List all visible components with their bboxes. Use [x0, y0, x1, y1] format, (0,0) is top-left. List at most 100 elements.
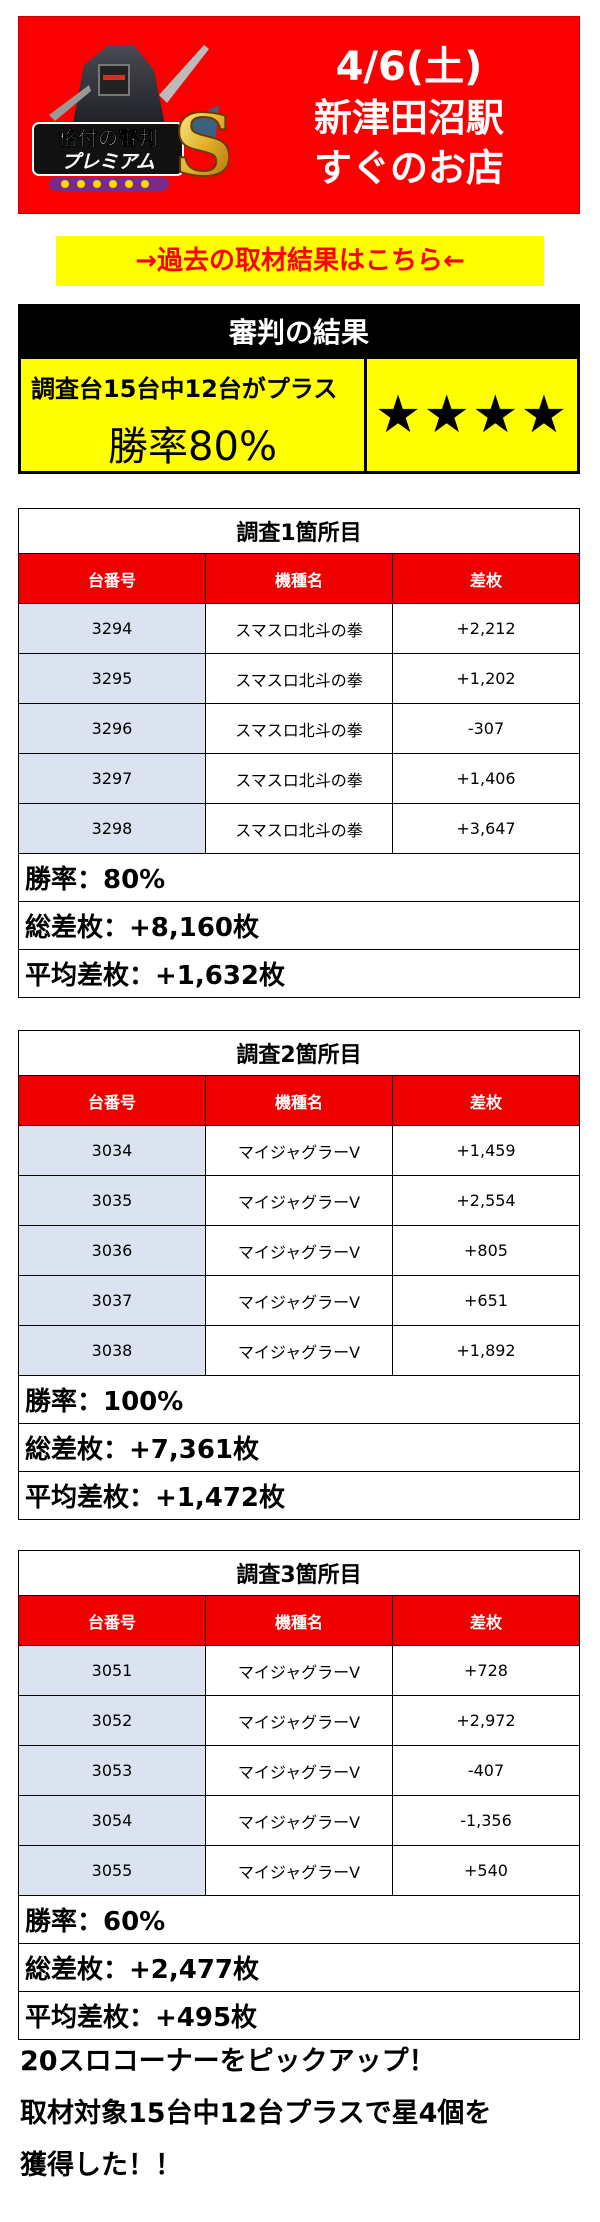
model-name: マイジャグラーV	[205, 1275, 393, 1326]
machine-number: 3294	[18, 603, 206, 654]
average-difference: 平均差枚：+495枚	[18, 1991, 580, 2040]
past-results-link[interactable]: →過去の取材結果はこちら←	[56, 236, 544, 286]
machine-number: 3052	[18, 1695, 206, 1746]
station-name: 新津田沼駅	[313, 96, 504, 140]
table-row: 3036 マイジャグラーV +805	[18, 1225, 580, 1276]
model-name: マイジャグラーV	[205, 1175, 393, 1226]
win-rate: 勝率：100%	[18, 1375, 580, 1424]
machine-number: 3034	[18, 1125, 206, 1176]
model-name: スマスロ北斗の拳	[205, 603, 393, 654]
table-row: 3298 スマスロ北斗の拳 +3,647	[18, 803, 580, 854]
table-row: 3035 マイジャグラーV +2,554	[18, 1175, 580, 1226]
col-machine-number: 台番号	[18, 553, 206, 604]
col-difference: 差枚	[392, 553, 580, 604]
event-date: 4/6(土)	[335, 44, 483, 90]
header-banner: 格付の審判 プレミアム S 4/6(土) 新津田沼駅 すぐのお店	[18, 16, 580, 214]
machine-number: 3297	[18, 753, 206, 804]
col-model-name: 機種名	[205, 1595, 393, 1646]
survey-3: 調査3箇所目 台番号 機種名 差枚 3051 マイジャグラーV +728 305…	[18, 1550, 580, 2040]
difference: +1,202	[392, 653, 580, 704]
difference: -1,356	[392, 1795, 580, 1846]
machine-number: 3053	[18, 1745, 206, 1796]
table-row: 3037 マイジャグラーV +651	[18, 1275, 580, 1326]
table-row: 3297 スマスロ北斗の拳 +1,406	[18, 753, 580, 804]
judgment-result-box: 審判の結果 調査台15台中12台がプラス 勝率80% ★★★★	[18, 304, 580, 474]
model-name: マイジャグラーV	[205, 1325, 393, 1376]
difference: +3,647	[392, 803, 580, 854]
difference: -307	[392, 703, 580, 754]
difference: +2,554	[392, 1175, 580, 1226]
average-difference: 平均差枚：+1,632枚	[18, 949, 580, 998]
model-name: マイジャグラーV	[205, 1645, 393, 1696]
judgment-summary: 調査台15台中12台がプラス 勝率80%	[21, 359, 367, 471]
survey-title: 調査3箇所目	[18, 1550, 580, 1596]
machine-number: 3035	[18, 1175, 206, 1226]
comment-line: 取材対象15台中12台プラスで星4個を	[20, 2098, 492, 2129]
star-rating: ★★★★	[374, 385, 570, 445]
difference: +1,459	[392, 1125, 580, 1176]
total-difference: 総差枚：+8,160枚	[18, 901, 580, 950]
survey-title: 調査1箇所目	[18, 508, 580, 554]
machine-number: 3296	[18, 703, 206, 754]
difference: +728	[392, 1645, 580, 1696]
total-difference: 総差枚：+2,477枚	[18, 1943, 580, 1992]
table-row: 3295 スマスロ北斗の拳 +1,202	[18, 653, 580, 704]
summary-comment: 20スロコーナーをピックアップ！ 取材対象15台中12台プラスで星4個を 獲得し…	[20, 2036, 580, 2192]
model-name: マイジャグラーV	[205, 1225, 393, 1276]
program-logo: 格付の審判 プレミアム S	[32, 45, 229, 196]
table-row: 3034 マイジャグラーV +1,459	[18, 1125, 580, 1176]
table-row: 3052 マイジャグラーV +2,972	[18, 1695, 580, 1746]
table-row: 3294 スマスロ北斗の拳 +2,212	[18, 603, 580, 654]
table-row: 3053 マイジャグラーV -407	[18, 1745, 580, 1796]
machine-number: 3054	[18, 1795, 206, 1846]
svg-text:格付の審判: 格付の審判	[58, 126, 158, 150]
total-difference: 総差枚：+7,361枚	[18, 1423, 580, 1472]
svg-text:プレミアム: プレミアム	[61, 151, 155, 173]
model-name: マイジャグラーV	[205, 1125, 393, 1176]
comment-line: 獲得した！！	[20, 2150, 182, 2181]
survey-table: 調査2箇所目 台番号 機種名 差枚 3034 マイジャグラーV +1,459 3…	[18, 1030, 580, 1520]
difference: +2,972	[392, 1695, 580, 1746]
judgment-subtitle: 調査台15台中12台がプラス	[31, 375, 338, 403]
survey-title: 調査2箇所目	[18, 1030, 580, 1076]
model-name: マイジャグラーV	[205, 1845, 393, 1896]
table-row: 3296 スマスロ北斗の拳 -307	[18, 703, 580, 754]
difference: +2,212	[392, 603, 580, 654]
survey-1: 調査1箇所目 台番号 機種名 差枚 3294 スマスロ北斗の拳 +2,212 3…	[18, 508, 580, 998]
machine-number: 3051	[18, 1645, 206, 1696]
svg-text:S: S	[174, 96, 229, 195]
difference: +1,406	[392, 753, 580, 804]
model-name: スマスロ北斗の拳	[205, 703, 393, 754]
difference: +651	[392, 1275, 580, 1326]
col-machine-number: 台番号	[18, 1075, 206, 1126]
col-difference: 差枚	[392, 1595, 580, 1646]
machine-number: 3298	[18, 803, 206, 854]
col-model-name: 機種名	[205, 1075, 393, 1126]
table-row: 3051 マイジャグラーV +728	[18, 1645, 580, 1696]
win-rate: 勝率：80%	[18, 853, 580, 902]
machine-number: 3055	[18, 1845, 206, 1896]
survey-2: 調査2箇所目 台番号 機種名 差枚 3034 マイジャグラーV +1,459 3…	[18, 1030, 580, 1520]
average-difference: 平均差枚：+1,472枚	[18, 1471, 580, 1520]
table-row: 3054 マイジャグラーV -1,356	[18, 1795, 580, 1846]
difference: +540	[392, 1845, 580, 1896]
store-description: すぐのお店	[313, 146, 504, 190]
col-machine-number: 台番号	[18, 1595, 206, 1646]
difference: +1,892	[392, 1325, 580, 1376]
model-name: スマスロ北斗の拳	[205, 653, 393, 704]
banner-heading: 4/6(土) 新津田沼駅 すぐのお店	[259, 41, 559, 193]
difference: +805	[392, 1225, 580, 1276]
model-name: スマスロ北斗の拳	[205, 753, 393, 804]
table-row: 3038 マイジャグラーV +1,892	[18, 1325, 580, 1376]
comment-line: 20スロコーナーをピックアップ！	[20, 2046, 436, 2077]
table-row: 3055 マイジャグラーV +540	[18, 1845, 580, 1896]
machine-number: 3036	[18, 1225, 206, 1276]
col-model-name: 機種名	[205, 553, 393, 604]
model-name: スマスロ北斗の拳	[205, 803, 393, 854]
win-rate: 勝率：60%	[18, 1895, 580, 1944]
difference: -407	[392, 1745, 580, 1796]
model-name: マイジャグラーV	[205, 1795, 393, 1846]
machine-number: 3038	[18, 1325, 206, 1376]
survey-table: 調査1箇所目 台番号 機種名 差枚 3294 スマスロ北斗の拳 +2,212 3…	[18, 508, 580, 998]
